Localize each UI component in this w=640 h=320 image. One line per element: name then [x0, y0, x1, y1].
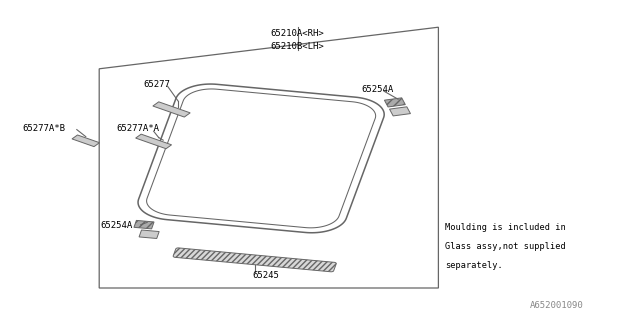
- Polygon shape: [136, 134, 172, 149]
- Text: A652001090: A652001090: [530, 301, 584, 310]
- Text: 65277A*A: 65277A*A: [116, 124, 159, 132]
- Text: Moulding is included in: Moulding is included in: [445, 223, 566, 232]
- Polygon shape: [134, 220, 154, 229]
- Text: separately.: separately.: [445, 261, 502, 270]
- Text: 65277A*B: 65277A*B: [22, 124, 65, 132]
- Text: 65210B<LH>: 65210B<LH>: [271, 42, 324, 51]
- Polygon shape: [72, 135, 100, 147]
- Text: 65254A: 65254A: [100, 221, 132, 230]
- Polygon shape: [385, 98, 405, 107]
- Polygon shape: [173, 248, 336, 272]
- Polygon shape: [139, 230, 159, 238]
- Text: 65277: 65277: [143, 80, 170, 89]
- Text: Glass assy,not supplied: Glass assy,not supplied: [445, 242, 566, 251]
- Polygon shape: [153, 102, 190, 117]
- Polygon shape: [390, 107, 410, 116]
- Text: 65254A: 65254A: [362, 85, 394, 94]
- Text: 65245: 65245: [252, 271, 279, 280]
- Text: 65210A<RH>: 65210A<RH>: [271, 29, 324, 38]
